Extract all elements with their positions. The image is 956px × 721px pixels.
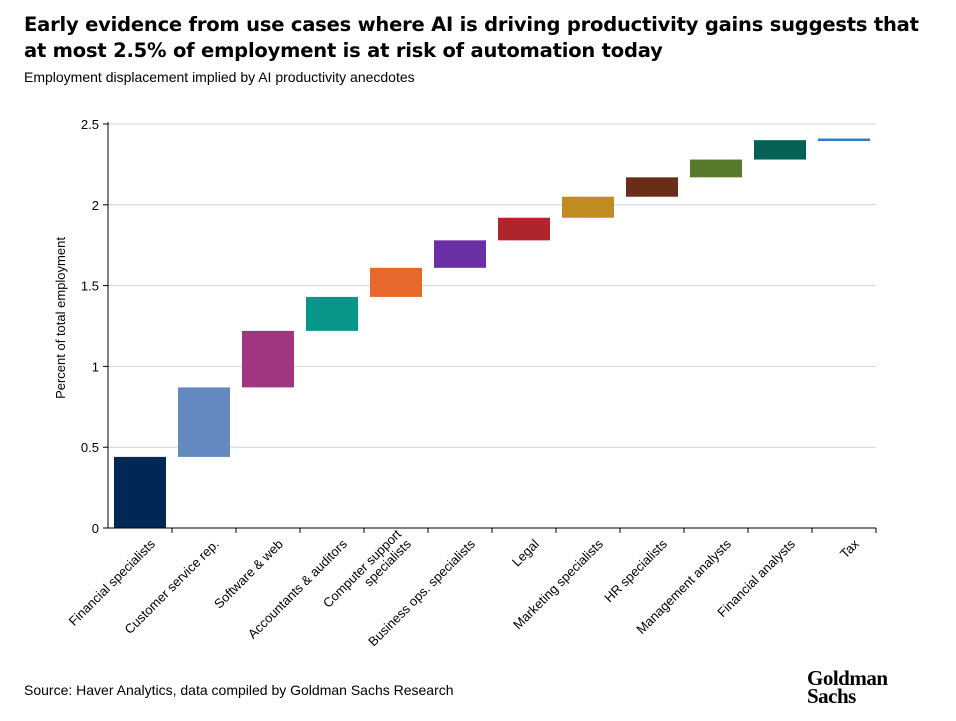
bar (242, 330, 294, 388)
y-tick-label: 0 (92, 521, 99, 536)
logo-line-1: Goldman (807, 666, 888, 690)
y-tick-label: 0.5 (81, 440, 99, 455)
x-tick-label-group: Tax (837, 536, 862, 561)
bar (434, 240, 486, 268)
bars (114, 138, 870, 528)
bar (626, 177, 678, 197)
bar (178, 387, 230, 457)
x-tick-label: HR specialists (601, 536, 670, 605)
y-tick-label: 2.5 (81, 117, 99, 132)
y-tick-label: 2 (92, 198, 99, 213)
y-axis-label: Percent of total employment (53, 237, 68, 399)
bar (114, 456, 166, 528)
gridlines (108, 123, 876, 448)
y-tick-label: 1.5 (81, 279, 99, 294)
x-tick-label: Legal (509, 536, 542, 569)
bar (370, 267, 422, 297)
bar (754, 140, 806, 160)
x-tick-label: Tax (837, 536, 862, 561)
source-note: Source: Haver Analytics, data compiled b… (24, 682, 454, 698)
y-axis: 0 0.5 1 1.5 2 2.5 (81, 117, 109, 536)
y-tick-label: 1 (92, 359, 99, 374)
bar (498, 217, 550, 241)
bar (306, 296, 358, 331)
chart-title: Early evidence from use cases where AI i… (24, 13, 919, 62)
x-tick-label-group: HR specialists (601, 536, 670, 605)
chart-subtitle: Employment displacement implied by AI pr… (24, 69, 415, 85)
x-tick-label-group: Legal (509, 536, 542, 569)
goldman-sachs-logo: Goldman Sachs (807, 666, 917, 708)
bar (818, 138, 870, 142)
bar (690, 159, 742, 178)
bar (562, 196, 614, 218)
logo-line-2: Sachs (807, 684, 856, 708)
